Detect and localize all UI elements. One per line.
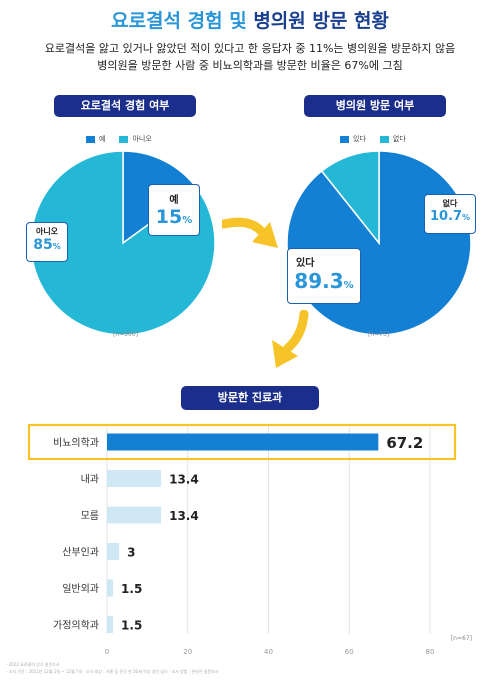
bar-value-label-1: 13.4 [169,473,199,487]
pie1-title: 요로결석 경험 여부 [54,95,196,117]
bar-category-label-0: 비뇨의학과 [53,437,99,449]
bar-x-tick-1: 20 [183,648,192,656]
pie1-callout-yes-unit: % [182,215,193,226]
bar-5 [107,616,114,633]
bar-x-tick-4: 80 [426,648,435,656]
pie2-legend: 있다 없다 [340,134,406,144]
pie2-legend-label-0: 있다 [353,135,366,143]
bar-highlight-frame [27,423,457,461]
footnote-1: - 2022 요로결석 인식 설문조사 [6,662,60,667]
pie1-legend-label-1: 아니오 [132,135,152,143]
title-part2: 병의원 방문 현황 [253,10,389,32]
pie1-slice-1 [30,150,216,336]
bar-0 [107,433,379,451]
pie1-legend-swatch-1 [119,135,129,143]
pie2-callout-yes-label: 있다 [296,258,315,269]
bar-2 [107,506,162,524]
pie2-legend-swatch-1 [379,135,389,143]
title-part1: 요로결석 경험 및 [111,10,254,32]
bar-value-label-4: 1.5 [121,582,142,596]
pie2-legend-label-1: 없다 [392,135,406,143]
footnote-2: - 조사 기간 : 2022년 12월 1일 ~ 12월 7일 · 조사 대상 … [6,669,219,674]
pie2-callout-yes: 있다 89.3% [287,248,361,304]
bar-category-label-5: 가정의학과 [53,620,99,632]
bar-value-label-2: 13.4 [169,509,199,523]
subtitle-line2: 병의원을 방문한 사람 중 비뇨의학과를 방문한 비율은 67%에 그침 [97,59,403,72]
pie2-callout-no-label: 없다 [442,199,458,208]
bar-4 [107,579,114,597]
pie2-callout-no-value: 10.7 [429,209,463,224]
page-title: 요로결석 경험 및 병의원 방문 현황 [0,6,500,33]
pie2-callout-no-unit: % [462,213,471,222]
bar-1 [107,470,162,487]
bar-x-tick-0: 0 [105,648,109,656]
arrow-right-icon [222,217,278,248]
bar-3 [107,543,120,560]
pie2-callout-yes-value: 89.3 [294,269,344,293]
bar-category-label-4: 일반외과 [62,583,99,595]
pie1-legend-label-0: 예 [99,135,106,143]
pie1-legend-swatch-0 [86,135,95,143]
arrow-down-icon [272,310,309,368]
bar-value-label-0: 67.2 [386,434,423,452]
subtitle-line1: 요로결석을 앓고 있거나 앓았던 적이 있다고 한 응답자 중 11%는 병의원… [44,42,456,55]
bar-n-note: [n=67] [451,635,472,642]
pie2-slice-1 [320,150,380,246]
pie1-callout-yes-label: 예 [169,195,179,206]
bar-x-tick-2: 40 [264,648,273,656]
bar-x-tick-3: 60 [345,648,354,656]
pie1-callout-no: 아니오 85% [26,222,68,262]
pie1-callout-no-unit: % [52,242,61,251]
pie2-callout-yes-unit: % [343,280,354,291]
bar-value-label-3: 3 [127,546,135,560]
pie1-callout-yes: 예 15% [148,184,200,236]
pie2-n-note: [n=75] [368,331,390,338]
pie1-callout-no-label: 아니오 [35,227,59,236]
pie2-svg [286,150,472,336]
bar-value-label-5: 1.5 [121,619,142,633]
bar-chart-svg: 0 20 40 60 80 [n=67] 비뇨의학과 67.2 내과 13.4 모름 13.4 산부인과… [27,423,472,656]
pie1-n-note: [n=500] [113,331,138,338]
bar-chart-title: 방문한 진료과 [181,386,319,410]
bar-category-label-3: 산부인과 [62,547,99,559]
bar-category-label-1: 내과 [81,474,99,486]
bar-category-label-2: 모름 [81,510,99,522]
pie2-title: 병의원 방문 여부 [304,95,446,117]
pie1-callout-yes-value: 15 [155,206,183,228]
pie1-legend: 예 아니오 [86,134,152,144]
pie2-callout-no: 없다 10.7% [424,194,476,234]
pie1-callout-no-value: 85 [33,237,53,253]
page-subtitle: 요로결석을 앓고 있거나 앓았던 적이 있다고 한 응답자 중 11%는 병의원… [0,40,500,74]
pie2-legend-swatch-0 [340,135,349,143]
